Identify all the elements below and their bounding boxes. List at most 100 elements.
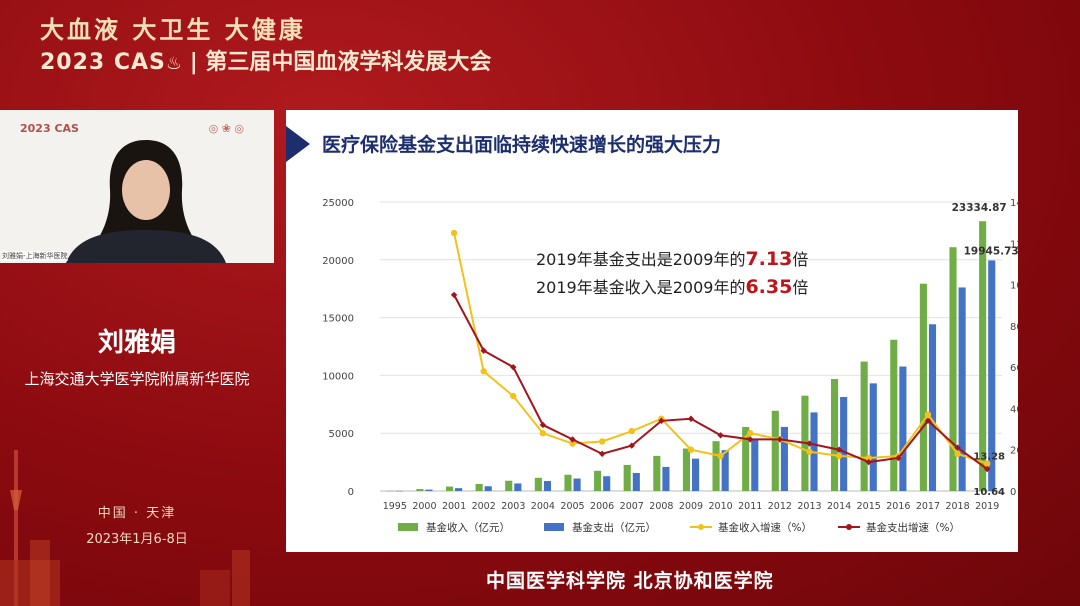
expense-value-label: 19945.73 (964, 245, 1018, 257)
expense-growth-point (450, 291, 458, 299)
expense-bar (692, 458, 700, 491)
expense-growth-point (865, 458, 872, 466)
fund-chart: 0 5000 10000 15000 20000 25000 0 20 40 60 80 100 120… (322, 198, 1018, 534)
income-bar (416, 489, 424, 491)
event-date: 2023年1月6-8日 (86, 532, 188, 547)
x-tick-label: 2003 (501, 501, 525, 512)
income-bar (712, 441, 720, 491)
event-location: 中国 · 天津 (97, 506, 177, 521)
x-tick-label: 2016 (886, 501, 910, 512)
expense-bar (662, 466, 670, 491)
legend-swatch (544, 523, 564, 531)
title-arrow-icon (286, 126, 310, 162)
expense-bar (514, 483, 522, 491)
income-growth-point (747, 430, 754, 437)
legend-label: 基金收入（亿元） (426, 521, 510, 534)
expense-growth-point (569, 436, 576, 443)
expense-bar (425, 489, 433, 491)
expense-growth-point (954, 444, 961, 451)
income-growth-point (598, 438, 606, 445)
y-left-tick-label: 10000 (322, 371, 354, 382)
x-tick-label: 2011 (738, 501, 762, 512)
x-tick-label: 2019 (975, 501, 999, 512)
income-growth-point (450, 229, 458, 237)
x-tick-label: 2010 (709, 501, 733, 512)
y-right-tick-label: 40 (1010, 404, 1018, 415)
flame-icon: ♨ (165, 53, 183, 74)
income-growth-value-label: 13.28 (973, 452, 1005, 463)
income-bar (890, 339, 898, 491)
expense-bar (721, 450, 729, 491)
decoration-icon: ◎ ❀ ◎ (208, 122, 244, 135)
income-bar (742, 426, 750, 491)
x-tick-label: 2014 (827, 501, 851, 512)
x-tick-label: 2000 (412, 501, 436, 512)
y-left-tick-label: 5000 (329, 429, 354, 440)
expense-bar (603, 476, 611, 491)
annotation-expense-value: 7.13 (745, 248, 793, 270)
speaker-silhouette (66, 140, 226, 263)
conference-title: 2023 CAS♨ | 第三届中国血液学科发展大会 (40, 44, 491, 76)
income-growth-point (717, 452, 724, 460)
expense-growth-point (480, 347, 487, 354)
conference-year: 2023 CAS (40, 50, 166, 75)
expense-growth-point (806, 440, 813, 447)
expense-bar (840, 396, 848, 491)
x-tick-label: 2017 (916, 501, 940, 512)
slide-title: 医疗保险基金支出面临持续快速增长的强大压力 (322, 134, 722, 156)
x-tick-label: 2006 (590, 501, 614, 512)
income-growth-point (806, 448, 813, 455)
income-growth-point (983, 460, 991, 467)
income-growth-point (539, 430, 547, 437)
y-right-tick-label: 20 (1010, 446, 1018, 457)
expense-bar (869, 383, 877, 491)
income-bar (475, 483, 483, 491)
speaker-affiliation: 上海交通大学医学院附属新华医院 (24, 370, 250, 388)
x-tick-label: 2013 (797, 501, 821, 512)
expense-growth-point (895, 454, 902, 462)
x-tick-label: 2018 (945, 501, 969, 512)
income-bar (386, 490, 394, 492)
y-right-tick-label: 140 (1010, 198, 1018, 209)
expense-bar (958, 287, 966, 491)
x-tick-label: 2001 (442, 501, 466, 512)
y-right-tick-label: 80 (1010, 322, 1018, 333)
annotation-income-prefix: 2019年基金收入是2009年的 (536, 278, 746, 297)
annotation-expense-suffix: 倍 (792, 250, 809, 269)
y-right-tick-label: 60 (1010, 363, 1018, 374)
income-bar (623, 464, 631, 491)
income-bar (830, 379, 839, 491)
footer-institution-logos: 中国医学科学院 北京协和医学院 (486, 570, 774, 592)
income-bar (445, 486, 454, 491)
x-tick-label: 1995 (383, 501, 407, 512)
annotation-income-suffix: 倍 (792, 278, 809, 297)
income-growth-point (924, 411, 932, 418)
y-left-tick-label: 15000 (322, 314, 354, 325)
income-bar (949, 247, 957, 491)
annotation-expense-prefix: 2019年基金支出是2009年的 (536, 250, 746, 269)
conference-name: | 第三届中国血液学科发展大会 (189, 50, 492, 75)
income-bar (771, 410, 779, 491)
expense-bar (928, 324, 937, 491)
income-bar (682, 448, 690, 491)
video-name-tag: 刘雅娟-上海新华医院 (2, 251, 68, 261)
x-tick-label: 2002 (472, 501, 496, 512)
expense-growth-point (835, 446, 843, 453)
legend-swatch (398, 523, 418, 531)
legend-marker (698, 524, 704, 530)
x-tick-label: 2008 (649, 501, 673, 512)
income-growth-point (569, 440, 576, 447)
annotation-income-value: 6.35 (745, 276, 793, 298)
x-tick-label: 2004 (531, 501, 555, 512)
expense-growth-value-label: 10.64 (973, 487, 1005, 498)
expense-bar (455, 488, 463, 491)
y-left-tick-label: 25000 (322, 198, 354, 209)
income-value-label: 23334.87 (952, 202, 1007, 214)
expense-growth-point (658, 417, 665, 425)
expense-bar (395, 490, 403, 492)
presentation-slide: 医疗保险基金支出面临持续快速增长的强大压力 0 5000 10000 15000 200… (286, 110, 1018, 552)
speaker-video: 2023 CAS ◎ ❀ ◎ 刘雅娟-上海新华医院 (0, 110, 274, 263)
y-right-tick-label: 0 (1010, 487, 1016, 498)
expense-growth-point (983, 465, 991, 473)
legend-marker (846, 524, 852, 530)
